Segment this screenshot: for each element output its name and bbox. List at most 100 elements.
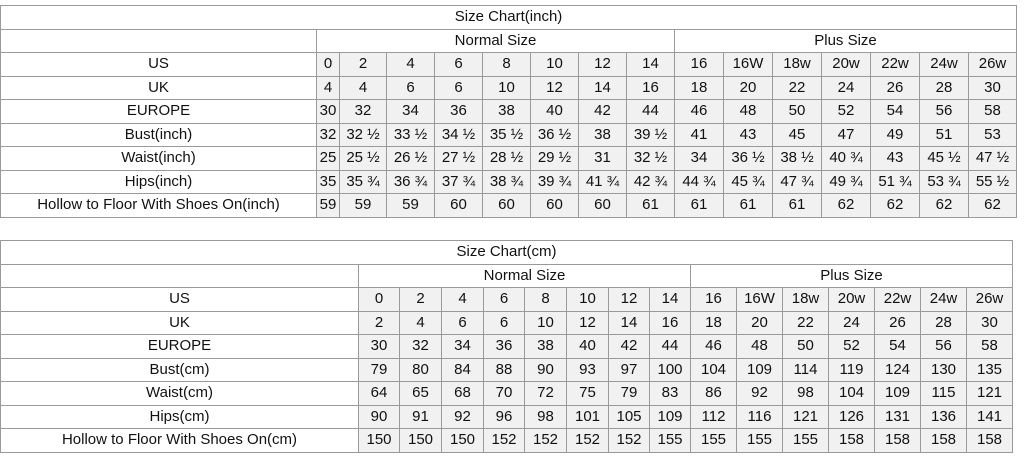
table-cell: 26 bbox=[870, 75, 920, 100]
table-cell: 152 bbox=[566, 428, 609, 453]
table-cell: 14 bbox=[649, 287, 691, 312]
table-cell: 70 bbox=[483, 381, 525, 406]
table-cell: 37 ¾ bbox=[434, 169, 483, 194]
table-cell: 28 bbox=[920, 310, 967, 335]
row-label: EUROPE bbox=[0, 99, 317, 124]
table-cell: 109 bbox=[874, 381, 921, 406]
table-cell: 42 bbox=[578, 99, 627, 124]
table-cell: 47 ¾ bbox=[772, 169, 822, 194]
table-cell: 58 bbox=[965, 334, 1014, 359]
row-label: Bust(inch) bbox=[0, 122, 317, 147]
table-cell: 114 bbox=[782, 357, 829, 382]
table-cell: 119 bbox=[828, 357, 875, 382]
table-cell: 22w bbox=[874, 287, 921, 312]
table-cell: 4 bbox=[441, 287, 484, 312]
table-cell: 55 ½ bbox=[967, 169, 1018, 194]
table-cell: 32 bbox=[339, 99, 387, 124]
table-cell: 46 bbox=[690, 334, 737, 359]
table-cell: 48 bbox=[723, 99, 773, 124]
table-cell: 50 bbox=[782, 334, 829, 359]
table-cell: 38 bbox=[482, 99, 531, 124]
table-cell: 46 bbox=[674, 99, 724, 124]
row-label: Hips(inch) bbox=[0, 169, 317, 194]
table-cell: 38 bbox=[578, 122, 627, 147]
table-cell: 36 ¾ bbox=[386, 169, 435, 194]
table-row: EUROPE 30 32 34 36 38 40 42 44 46 48 50 52 54 56 58 bbox=[0, 334, 1014, 359]
table-cell: 49 ¾ bbox=[821, 169, 871, 194]
table-cell: 22 bbox=[782, 310, 829, 335]
table-cell: 59 bbox=[339, 193, 387, 218]
table-cell: 25 bbox=[316, 146, 340, 171]
table-cell: 36 bbox=[434, 99, 483, 124]
table-cell: 80 bbox=[399, 357, 442, 382]
table-cell: 97 bbox=[608, 357, 650, 382]
table-cell: 62 bbox=[870, 193, 920, 218]
table-cell: 51 ¾ bbox=[870, 169, 920, 194]
table-cell: 152 bbox=[483, 428, 525, 453]
table-cell: 44 bbox=[626, 99, 675, 124]
table-cell: 35 ½ bbox=[482, 122, 531, 147]
table-cell: 79 bbox=[608, 381, 650, 406]
table-cell: 18 bbox=[674, 75, 724, 100]
table-cell: 61 bbox=[772, 193, 822, 218]
table-cell: 155 bbox=[782, 428, 829, 453]
table-row: Hips(inch) 35 35 ¾ 36 ¾ 37 ¾ 38 ¾ 39 ¾ 41 ¾ 42 ¾… bbox=[0, 169, 1018, 194]
table-cell: 12 bbox=[530, 75, 579, 100]
table-cell: 20w bbox=[828, 287, 875, 312]
row-label: Hollow to Floor With Shoes On(inch) bbox=[0, 193, 317, 218]
table-cell: 53 ¾ bbox=[919, 169, 969, 194]
table-cell: 20 bbox=[736, 310, 783, 335]
row-label: Hollow to Floor With Shoes On(cm) bbox=[0, 428, 359, 453]
table-cell: 29 ½ bbox=[530, 146, 579, 171]
table-cell: 36 bbox=[483, 334, 525, 359]
table-cell: 10 bbox=[524, 310, 567, 335]
table-cell: 22 bbox=[772, 75, 822, 100]
table-cell: 12 bbox=[578, 52, 627, 77]
table-row: Waist(cm) 64 65 68 70 72 75 79 83 86 92 98 104 109 115… bbox=[0, 381, 1014, 406]
table-cell: 12 bbox=[608, 287, 650, 312]
table-cell: 22w bbox=[870, 52, 920, 77]
row-label: Bust(cm) bbox=[0, 357, 359, 382]
table-cell: 0 bbox=[358, 287, 400, 312]
table-cell: 100 bbox=[649, 357, 691, 382]
table-cell: 42 ¾ bbox=[626, 169, 675, 194]
table-cell: 4 bbox=[399, 310, 442, 335]
table-cell: 136 bbox=[920, 404, 967, 429]
table-cell: 49 bbox=[870, 122, 920, 147]
table-cell: 91 bbox=[399, 404, 442, 429]
table-cell: 112 bbox=[690, 404, 737, 429]
table-cell: 2 bbox=[399, 287, 442, 312]
group-normal-size: Normal Size bbox=[358, 263, 691, 288]
table-cell: 24 bbox=[828, 310, 875, 335]
table-cell: 44 bbox=[649, 334, 691, 359]
table-cell: 65 bbox=[399, 381, 442, 406]
group-spacer bbox=[0, 28, 317, 53]
table-cell: 6 bbox=[386, 75, 435, 100]
table-cell: 54 bbox=[870, 99, 920, 124]
table-cell: 141 bbox=[965, 404, 1014, 429]
table-cell: 14 bbox=[626, 52, 675, 77]
table-row: US 0 2 4 6 8 10 12 14 16 16W 18w 20w 22w 24w 26w bbox=[0, 52, 1018, 77]
table-cell: 152 bbox=[524, 428, 567, 453]
table-cell: 62 bbox=[821, 193, 871, 218]
row-label: US bbox=[0, 52, 317, 77]
table-cell: 61 bbox=[674, 193, 724, 218]
table-cell: 34 ½ bbox=[434, 122, 483, 147]
table-cell: 109 bbox=[736, 357, 783, 382]
table-cell: 28 bbox=[919, 75, 969, 100]
table-cell: 16 bbox=[674, 52, 724, 77]
title-row: Size Chart(cm) bbox=[0, 240, 1014, 265]
table-cell: 116 bbox=[736, 404, 783, 429]
table-cell: 121 bbox=[965, 381, 1014, 406]
table-cell: 60 bbox=[530, 193, 579, 218]
table-cell: 30 bbox=[965, 310, 1014, 335]
table-cell: 90 bbox=[524, 357, 567, 382]
table-cell: 44 ¾ bbox=[674, 169, 724, 194]
table-cell: 2 bbox=[358, 310, 400, 335]
table-cell: 158 bbox=[828, 428, 875, 453]
table-cell: 105 bbox=[608, 404, 650, 429]
table-cell: 18w bbox=[772, 52, 822, 77]
table-cell: 90 bbox=[358, 404, 400, 429]
size-chart-inch-table: Size Chart(inch) Normal Size Plus Size US 0 2… bbox=[0, 5, 1018, 218]
table-cell: 36 ½ bbox=[723, 146, 773, 171]
